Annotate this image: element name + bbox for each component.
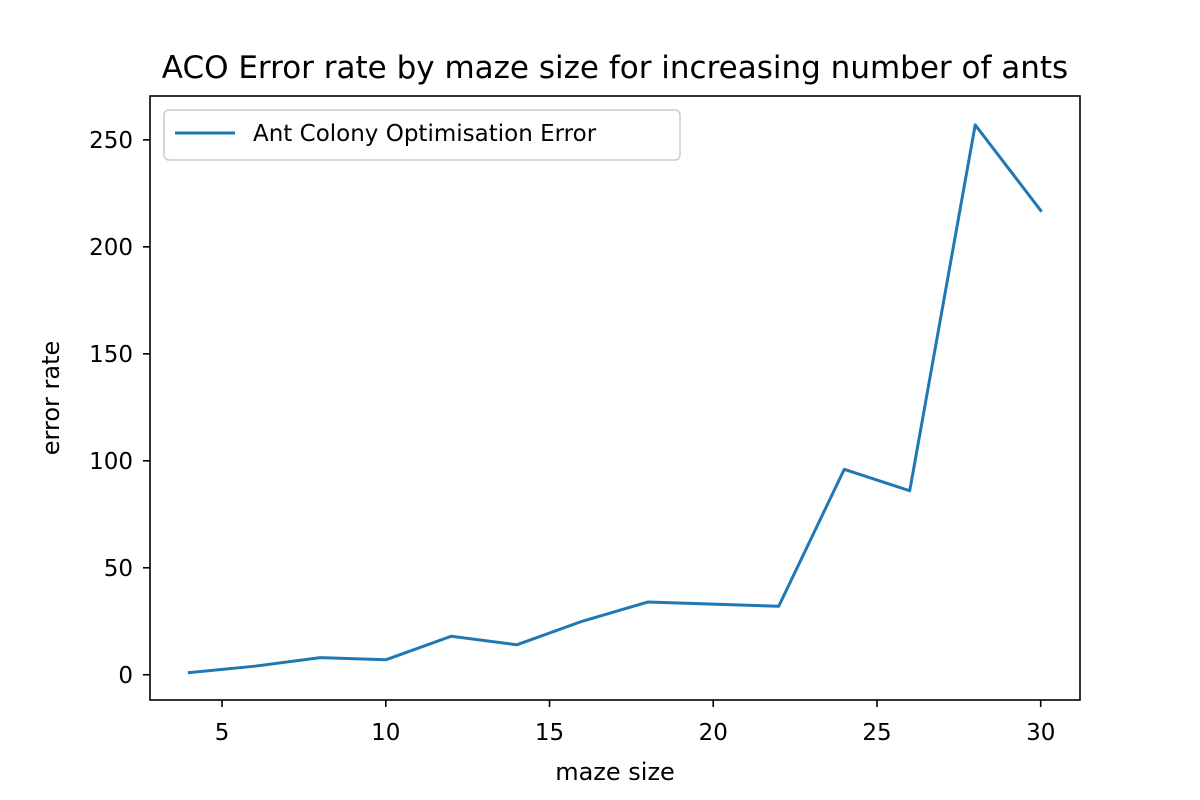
legend-label: Ant Colony Optimisation Error: [253, 121, 597, 147]
y-tick-label-2: 100: [89, 449, 133, 475]
x-tick-label-1: 10: [371, 720, 400, 746]
y-tick-label-4: 200: [89, 235, 133, 261]
y-tick-label-5: 250: [89, 128, 133, 154]
legend-box: [163, 109, 681, 161]
plot-frame: [149, 95, 1081, 701]
y-tick-label-0: 0: [118, 663, 133, 689]
x-tick-label-0: 5: [215, 720, 230, 746]
y-tick-label-3: 150: [89, 342, 133, 368]
y-axis: 0 50 100 150 200 250: [89, 128, 150, 689]
x-tick-label-4: 25: [862, 720, 891, 746]
y-tick-label-1: 50: [104, 556, 133, 582]
chart-title: ACO Error rate by maze size for increasi…: [162, 50, 1068, 86]
x-tick-label-5: 30: [1026, 720, 1055, 746]
series-line-0: [187, 123, 1043, 675]
plot-area: [149, 95, 1081, 701]
x-axis-label: maze size: [555, 758, 675, 786]
x-axis: 5 10 15 20 25 30: [215, 700, 1055, 746]
y-axis-label: error rate: [37, 341, 65, 455]
legend: Ant Colony Optimisation Error: [163, 109, 681, 161]
x-tick-label-3: 20: [699, 720, 728, 746]
x-tick-label-2: 15: [535, 720, 564, 746]
series-layer: [187, 123, 1043, 675]
plot-background: [150, 96, 1080, 700]
